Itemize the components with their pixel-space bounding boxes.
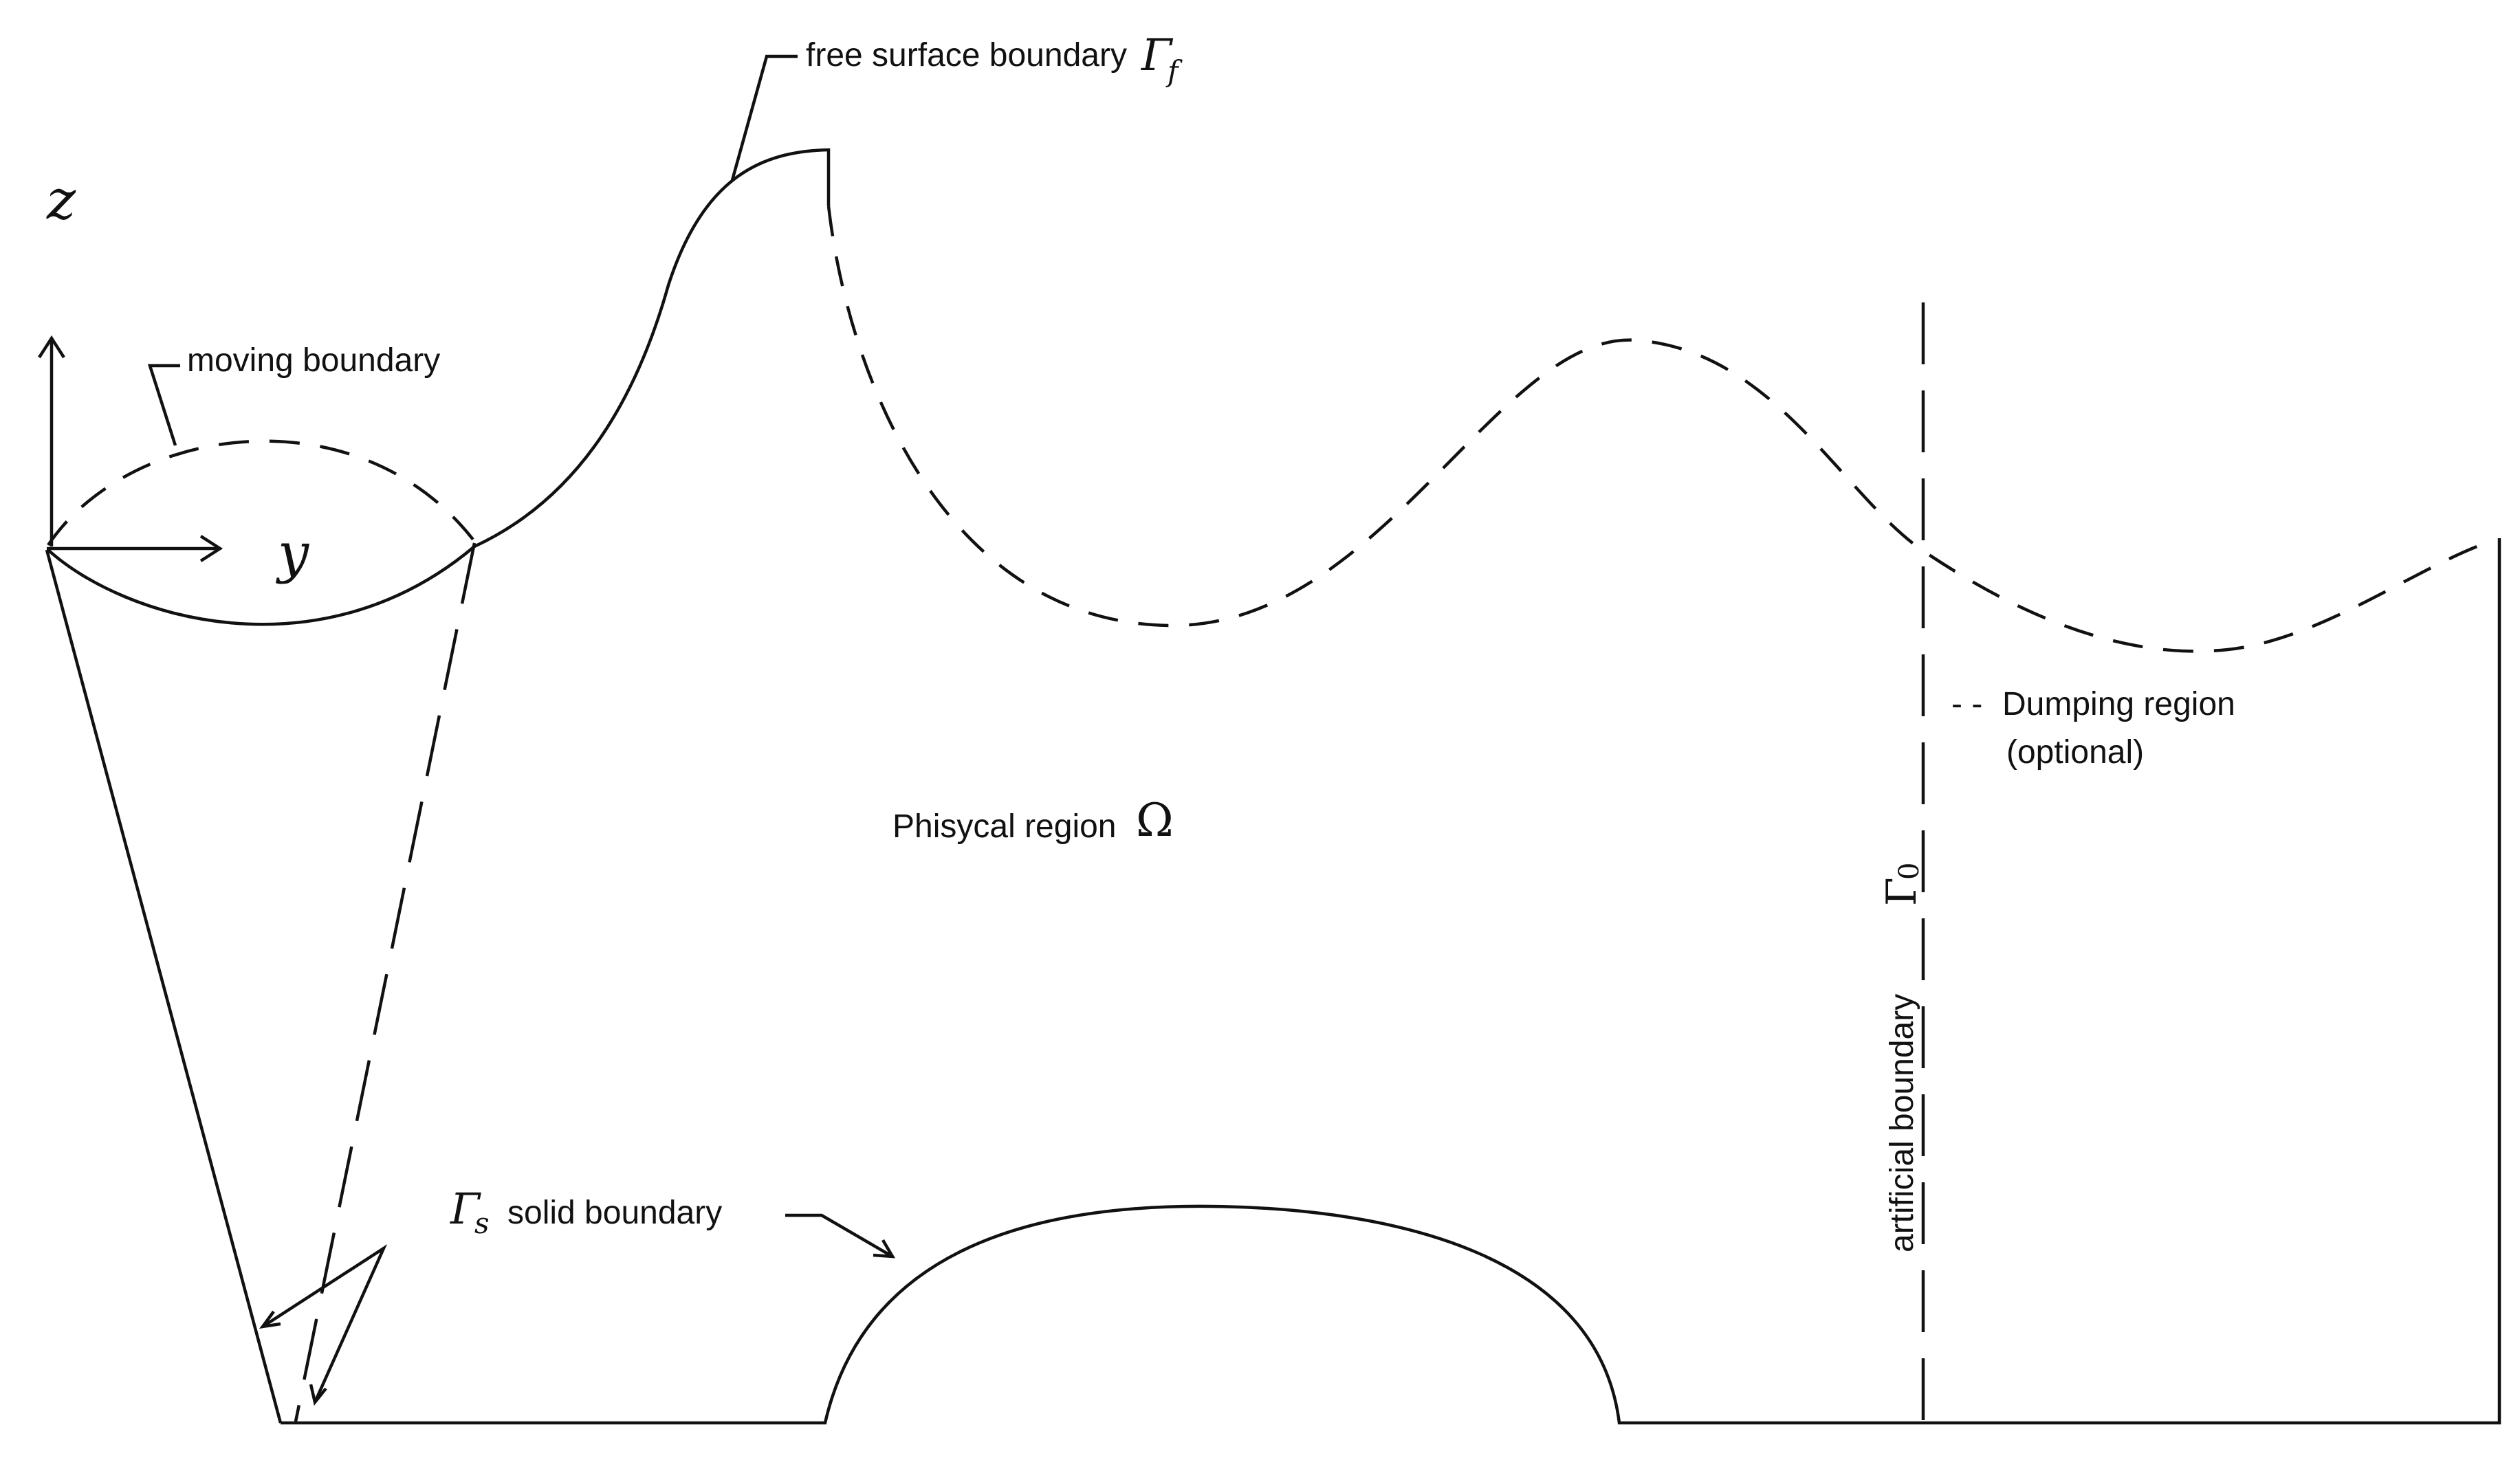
dumping-region-note: (optional) xyxy=(2006,734,2144,771)
artificial-boundary: artificial boundary Γ 0 xyxy=(1878,302,1926,1437)
artificial-boundary-label: artificial boundary xyxy=(1884,994,1920,1252)
hinge-motion-arrow xyxy=(261,1243,388,1403)
free-surface-leader xyxy=(730,54,798,181)
moving-boundary-label: moving boundary xyxy=(187,342,440,379)
artificial-boundary-symbol: Γ xyxy=(1878,877,1926,906)
physical-region-label: Phisycal region xyxy=(892,808,1117,845)
dumping-region: - - Dumping region (optional) xyxy=(1951,686,2235,771)
free-surface-boundary: free surface boundary Γ f xyxy=(474,30,2497,653)
solid-boundary-leader xyxy=(785,1213,894,1258)
solid-boundary-symbol: Γ xyxy=(450,1184,481,1234)
dumping-region-label: Dumping region xyxy=(2002,686,2235,722)
hinge-arrowhead-left xyxy=(259,1310,281,1329)
dumping-region-marker: - - xyxy=(1951,686,1982,722)
solid-boundary-arrowhead xyxy=(873,1239,896,1259)
wavemaker-solid-side xyxy=(45,549,283,1424)
free-surface-symbol-subscript: f xyxy=(1165,54,1183,88)
hinge-arrowhead-bottom xyxy=(309,1384,327,1406)
free-surface-dashed-curve xyxy=(826,206,2497,653)
physical-region: Phisycal region Ω xyxy=(892,794,1174,847)
axis-label-y: y xyxy=(276,521,310,585)
moving-boundary-leader xyxy=(147,364,180,446)
physical-region-symbol: Ω xyxy=(1136,794,1174,847)
artificial-boundary-symbol-subscript: 0 xyxy=(1894,863,1925,880)
free-surface-label: free surface boundary xyxy=(806,37,1127,74)
moving-boundary-solid-arc xyxy=(47,545,476,626)
axis-label-z: z xyxy=(46,168,76,232)
z-axis-arrowhead xyxy=(38,335,65,359)
wavemaker-dashed-side xyxy=(294,542,476,1422)
moving-boundary: moving boundary xyxy=(45,342,477,1424)
free-surface-symbol: Γ xyxy=(1141,30,1174,81)
free-surface-solid-curve xyxy=(474,148,831,549)
y-axis-arrowhead xyxy=(199,535,223,562)
coordinate-axes: z y xyxy=(38,168,310,585)
moving-boundary-dashed-arc xyxy=(47,439,477,546)
solid-boundary-label: solid boundary xyxy=(507,1195,722,1231)
solid-boundary: Γ s solid boundary xyxy=(281,538,2501,1425)
solid-boundary-symbol-subscript: s xyxy=(474,1206,490,1240)
bottom-boundary-line xyxy=(281,538,2501,1425)
